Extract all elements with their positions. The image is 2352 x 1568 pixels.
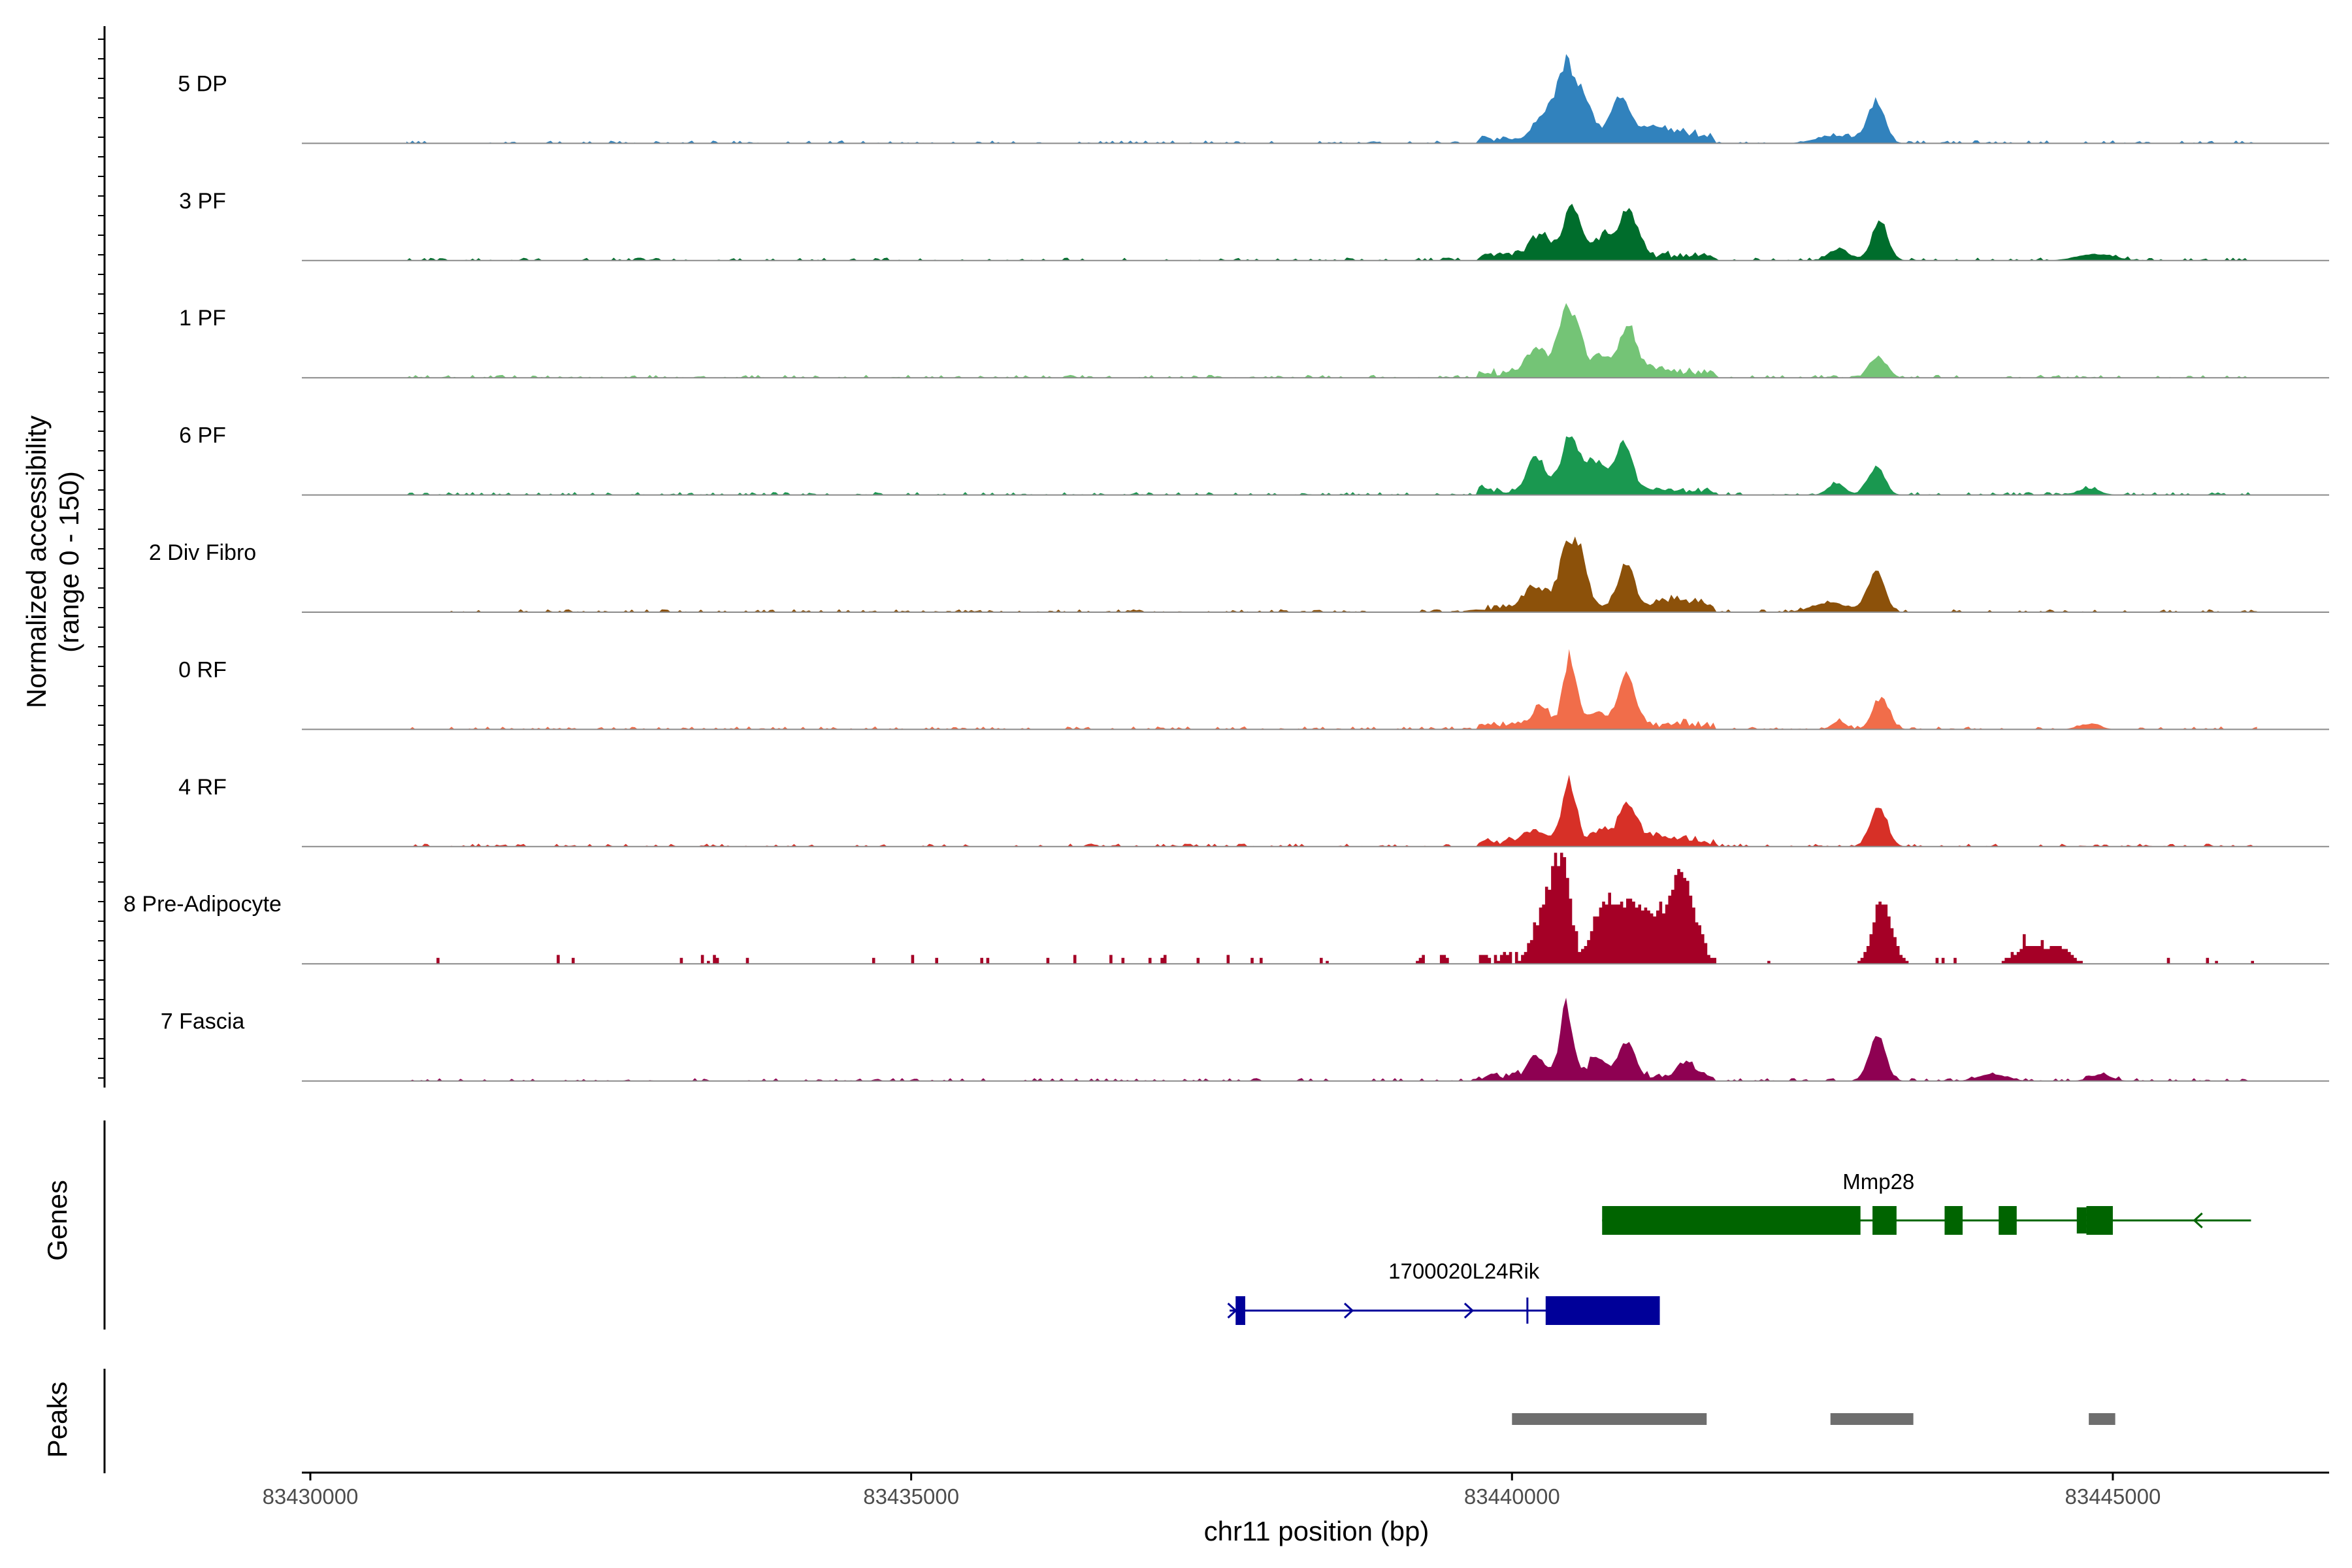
gene-exon	[1872, 1206, 1897, 1235]
x-axis: 83430000 83435000 83440000 83445000	[263, 1471, 2329, 1509]
x-tick-label: 83435000	[863, 1484, 959, 1509]
track-label: 0 RF	[178, 657, 227, 682]
coverage-area	[406, 203, 2257, 261]
strand-arrow	[2078, 1212, 2089, 1229]
coverage-area	[406, 998, 2257, 1081]
coverage-area	[406, 54, 2257, 144]
track-1-pf: 1 PF	[179, 302, 2329, 379]
gene-1700020l24rik: 1700020L24Rik	[1227, 1259, 1660, 1325]
x-tick-label: 83430000	[263, 1484, 359, 1509]
coverage-area	[406, 774, 2257, 847]
track-0-rf: 0 RF	[178, 649, 2329, 730]
strand-arrow	[1227, 1302, 1237, 1319]
strand-arrow	[1463, 1302, 1475, 1319]
track-label: 8 Pre-Adipocyte	[123, 892, 282, 917]
x-axis-title: chr11 position (bp)	[1204, 1516, 1429, 1546]
track-label: 7 Fascia	[161, 1009, 245, 1034]
gene-exon	[1999, 1206, 2017, 1235]
x-tick-label: 83440000	[1464, 1484, 1560, 1509]
gene-exon	[1602, 1206, 1861, 1235]
gene-mmp28: Mmp28	[1602, 1169, 2251, 1235]
coverage-tracks: 5 DP 3 PF 1 PF 6 PF 2 Div Fibro 0 RF 4 RF 8 Pre…	[98, 26, 2329, 1088]
track-4-rf: 4 RF	[178, 775, 2329, 847]
strand-arrow	[1343, 1302, 1354, 1319]
coverage-area	[406, 853, 2257, 964]
track-label: 2 Div Fibro	[149, 540, 256, 565]
coverage-area	[406, 302, 2257, 378]
y-axis-title: Normalized accessibility	[21, 416, 52, 708]
peaks-panel-label: Peaks	[42, 1382, 73, 1458]
track-label: 4 RF	[178, 775, 227, 800]
coverage-area	[406, 436, 2257, 495]
gene-utr-mark	[1526, 1298, 1529, 1324]
track-6-pf: 6 PF	[179, 423, 2329, 496]
track-label: 6 PF	[179, 423, 226, 448]
peak-region	[1830, 1413, 1914, 1425]
genes-panel: Mmp28 1700020L24Rik	[103, 1120, 2251, 1330]
track-label: 1 PF	[179, 306, 226, 331]
gene-label: Mmp28	[1842, 1169, 1914, 1194]
gene-exon	[2086, 1206, 2113, 1235]
y-axis-range-label: (range 0 - 150)	[54, 471, 84, 653]
peaks-panel	[103, 1369, 2115, 1473]
genes-panel-label: Genes	[42, 1180, 73, 1261]
strand-arrow	[2193, 1212, 2203, 1229]
track-7-fascia: 7 Fascia	[161, 998, 2329, 1082]
track-5-dp: 5 DP	[178, 54, 2329, 144]
gene-exon	[1944, 1206, 1963, 1235]
track-8-pre-adipocyte: 8 Pre-Adipocyte	[123, 853, 2329, 965]
gene-label: 1700020L24Rik	[1388, 1259, 1540, 1283]
track-2-div-fibro: 2 Div Fibro	[149, 536, 2329, 613]
coverage-area	[406, 649, 2257, 730]
track-3-pf: 3 PF	[179, 189, 2329, 261]
x-tick-label: 83445000	[2065, 1484, 2161, 1509]
gene-exon	[1235, 1296, 1245, 1325]
peak-region	[1512, 1413, 1707, 1425]
track-label: 5 DP	[178, 71, 227, 96]
track-label: 3 PF	[179, 189, 226, 214]
coverage-area	[406, 536, 2257, 612]
peak-region	[2089, 1413, 2115, 1425]
gene-exon	[1545, 1296, 1660, 1325]
y-axis-label: Normalized accessibility	[21, 416, 52, 708]
